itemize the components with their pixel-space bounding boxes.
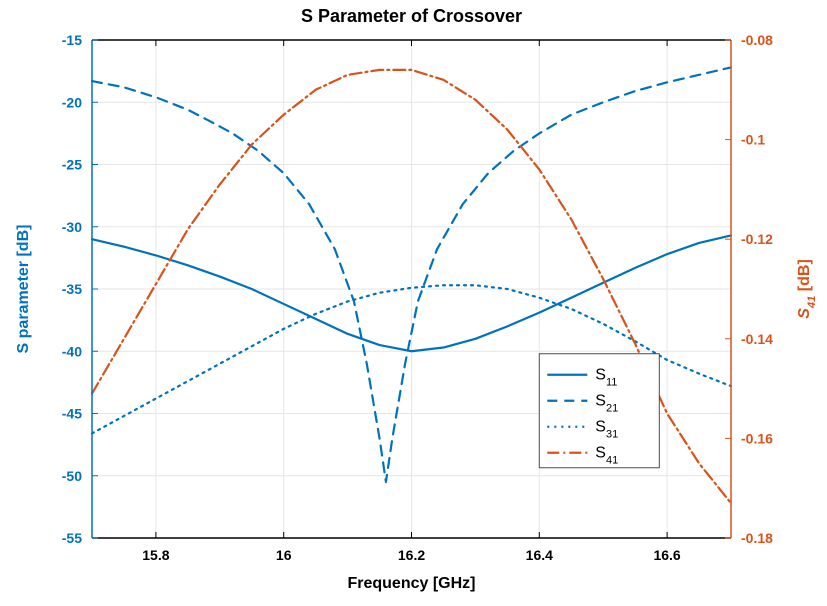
- legend: S11S21S31S41: [539, 354, 659, 468]
- yl-tick-label: -45: [62, 406, 82, 422]
- x-tick-label: 16.2: [398, 547, 425, 563]
- yr-tick-label: -0.18: [741, 530, 773, 546]
- x-tick-label: 16.6: [653, 547, 680, 563]
- yl-tick-label: -20: [62, 94, 82, 110]
- yl-tick-label: -40: [62, 343, 82, 359]
- x-axis-label: Frequency [GHz]: [347, 575, 475, 592]
- chart-title: S Parameter of Crossover: [301, 6, 522, 26]
- yr-tick-label: -0.14: [741, 331, 773, 347]
- yl-tick-label: -30: [62, 219, 82, 235]
- yl-tick-label: -35: [62, 281, 82, 297]
- x-tick-label: 16: [276, 547, 292, 563]
- yr-tick-label: -0.08: [741, 32, 773, 48]
- yl-tick-label: -15: [62, 32, 82, 48]
- yr-axis-label: S41 [dB]: [796, 259, 818, 319]
- x-tick-label: 16.4: [526, 547, 553, 563]
- s-parameter-chart: 15.8 16 16.2 16.4 16.6 -55 -50 -45 -40 -35 -30 -25 -…: [0, 0, 827, 606]
- yl-tick-label: -25: [62, 157, 82, 173]
- yl-tick-label: -55: [62, 530, 82, 546]
- yr-tick-label: -0.16: [741, 430, 773, 446]
- yl-axis-label: S parameter [dB]: [15, 225, 32, 354]
- yl-tick-label: -50: [62, 468, 82, 484]
- yr-tick-label: -0.1: [741, 132, 765, 148]
- yr-tick-label: -0.12: [741, 231, 773, 247]
- chart-container: { "title": { "text": "S Parameter of Cro…: [0, 0, 827, 606]
- x-tick-label: 15.8: [142, 547, 169, 563]
